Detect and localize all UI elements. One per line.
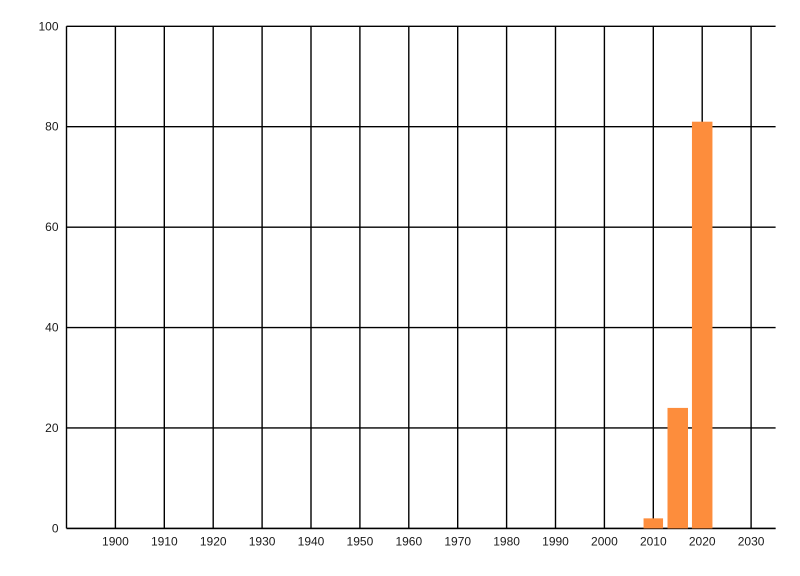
svg-text:1910: 1910 <box>151 534 178 548</box>
svg-text:1960: 1960 <box>395 534 422 548</box>
svg-text:60: 60 <box>45 220 59 234</box>
svg-text:1990: 1990 <box>542 534 569 548</box>
svg-text:2030: 2030 <box>738 534 765 548</box>
svg-text:1950: 1950 <box>347 534 374 548</box>
svg-text:1900: 1900 <box>102 534 129 548</box>
svg-text:0: 0 <box>52 521 59 535</box>
svg-text:80: 80 <box>45 120 59 134</box>
svg-text:100: 100 <box>38 19 58 33</box>
svg-text:40: 40 <box>45 321 59 335</box>
svg-text:1920: 1920 <box>200 534 227 548</box>
svg-text:20: 20 <box>45 421 59 435</box>
svg-text:2000: 2000 <box>591 534 618 548</box>
svg-text:1970: 1970 <box>444 534 471 548</box>
svg-text:1980: 1980 <box>493 534 520 548</box>
svg-text:2020: 2020 <box>689 534 716 548</box>
svg-text:1930: 1930 <box>249 534 276 548</box>
svg-text:2010: 2010 <box>640 534 667 548</box>
svg-text:1940: 1940 <box>298 534 325 548</box>
